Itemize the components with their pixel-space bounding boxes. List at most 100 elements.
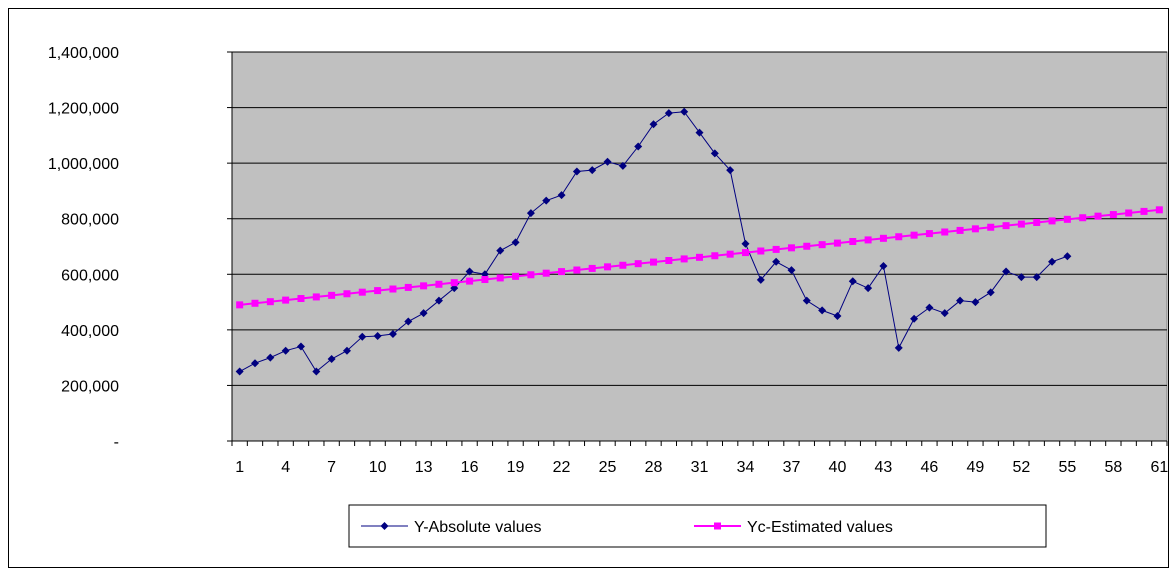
data-point — [542, 269, 550, 277]
data-point — [604, 263, 612, 271]
x-tick-label: 4 — [281, 459, 290, 476]
data-point — [435, 280, 443, 288]
data-point — [879, 261, 888, 270]
data-point — [726, 166, 735, 175]
data-point — [940, 309, 949, 318]
data-point — [895, 233, 903, 241]
data-point — [558, 268, 566, 276]
data-point — [496, 246, 505, 255]
data-point — [327, 355, 336, 364]
data-point — [818, 241, 826, 249]
data-point — [1094, 212, 1102, 220]
x-tick-label: 58 — [1104, 459, 1122, 476]
data-point — [941, 228, 949, 236]
data-point — [1155, 206, 1163, 214]
data-point — [910, 231, 918, 239]
x-tick-label: 34 — [737, 459, 755, 476]
y-tick-label: 800,000 — [61, 212, 119, 229]
data-point — [987, 223, 995, 231]
data-point — [573, 266, 581, 274]
data-point — [695, 128, 704, 137]
data-point — [1032, 273, 1041, 282]
x-tick-label: 49 — [967, 459, 985, 476]
data-point — [251, 299, 259, 307]
x-axis: 1 4 7 10 13 16 19 22 25 28 31 34 37 40 43 46 49 52 55 58 61 — [231, 440, 1168, 476]
y-tick-label: 1,200,000 — [48, 101, 119, 118]
legend-label: Y-Absolute values — [414, 519, 542, 536]
data-point — [297, 295, 305, 303]
chart-frame: - 200,000 400,000 600,000 800,000 1,000,000 1,… — [8, 8, 1169, 568]
data-point — [910, 314, 919, 323]
data-point — [680, 255, 688, 263]
data-point — [434, 296, 443, 305]
data-point — [235, 367, 244, 376]
x-tick-label: 7 — [327, 459, 336, 476]
data-point — [756, 275, 765, 284]
data-point — [1002, 222, 1010, 230]
data-point — [1048, 257, 1057, 266]
data-point — [1063, 252, 1072, 261]
data-point — [1033, 218, 1041, 226]
data-point — [772, 245, 780, 253]
x-tick-label: 52 — [1012, 459, 1030, 476]
data-point — [894, 343, 903, 352]
data-point — [266, 353, 275, 362]
data-point — [343, 290, 351, 298]
gridlines — [232, 51, 1167, 386]
x-tick-label: 43 — [875, 459, 893, 476]
data-point — [374, 287, 382, 295]
data-point — [281, 346, 290, 355]
x-tick-label: 22 — [553, 459, 571, 476]
data-point — [342, 346, 351, 355]
data-point — [710, 149, 719, 158]
data-point — [618, 161, 627, 170]
data-point — [312, 293, 320, 301]
data-point — [358, 332, 367, 341]
data-point — [282, 296, 290, 304]
legend: Y-Absolute values Yc-Estimated values — [348, 504, 1047, 548]
data-point — [650, 258, 658, 266]
x-tick-label: 31 — [691, 459, 709, 476]
data-point — [1017, 273, 1026, 282]
y-tick-label: 600,000 — [61, 267, 119, 284]
data-point — [848, 277, 857, 286]
data-point — [680, 107, 689, 116]
data-point — [389, 285, 397, 293]
legend-label: Yc-Estimated values — [747, 519, 893, 536]
data-point — [879, 234, 887, 242]
data-point — [711, 252, 719, 260]
x-tick-label: 1 — [235, 459, 244, 476]
data-point — [404, 317, 413, 326]
x-tick-label: 55 — [1058, 459, 1076, 476]
data-point — [588, 264, 596, 272]
data-point — [388, 330, 397, 339]
x-tick-label: 13 — [415, 459, 433, 476]
data-point — [419, 309, 428, 318]
data-point — [619, 261, 627, 269]
data-point — [1140, 207, 1148, 215]
data-point — [787, 266, 796, 275]
data-point — [1017, 220, 1025, 228]
x-tick-label: 40 — [829, 459, 847, 476]
data-point — [833, 311, 842, 320]
data-point — [986, 288, 995, 297]
data-point — [450, 279, 458, 287]
data-point — [864, 236, 872, 244]
data-point — [665, 257, 673, 265]
data-point — [1125, 209, 1133, 217]
data-point — [649, 120, 658, 129]
data-point — [664, 109, 673, 118]
data-point — [603, 157, 612, 166]
data-point — [803, 242, 811, 250]
data-point — [557, 191, 566, 200]
x-tick-label: 19 — [507, 459, 525, 476]
data-point — [1048, 217, 1056, 225]
data-point — [818, 306, 827, 315]
data-point — [373, 331, 382, 340]
data-point — [634, 142, 643, 151]
data-point — [925, 303, 934, 312]
y-tick-label: 200,000 — [61, 378, 119, 395]
y-tick-label: 400,000 — [61, 323, 119, 340]
y-tick-label: - — [114, 434, 119, 451]
y-tick-label: 1,400,000 — [48, 45, 119, 62]
